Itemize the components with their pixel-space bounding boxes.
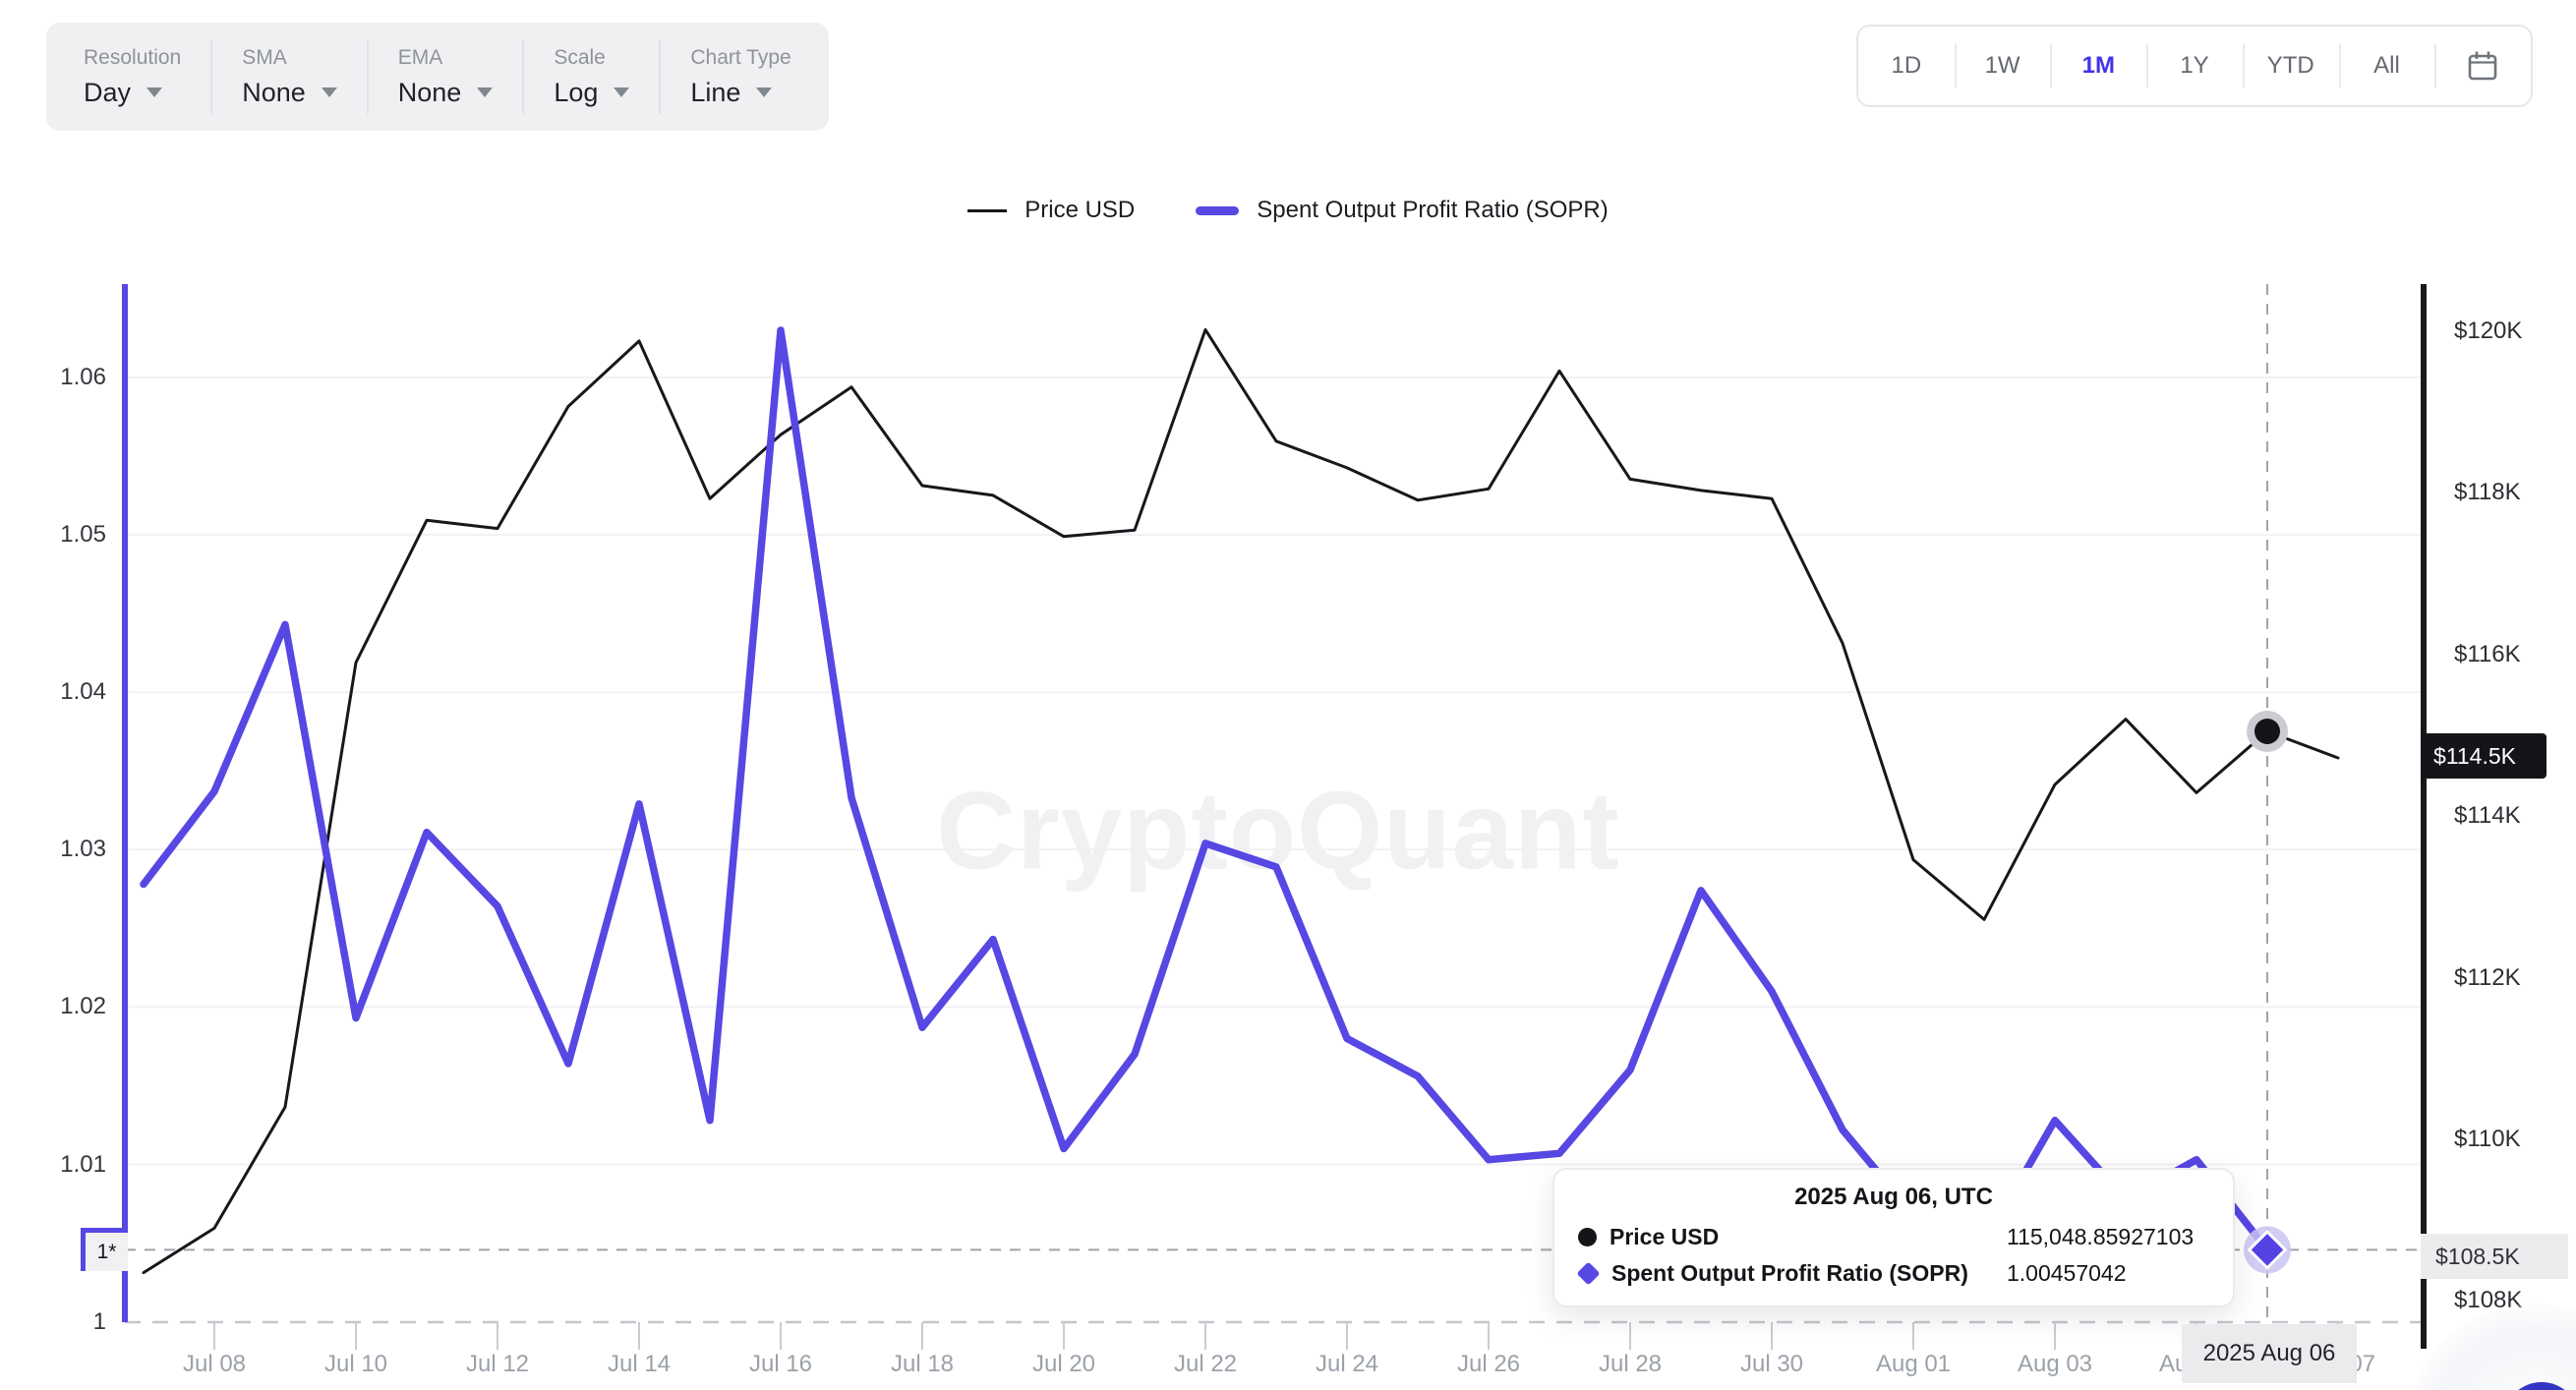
legend-item-price[interactable]: Price USD	[967, 197, 1135, 224]
legend-item-sopr[interactable]: Spent Output Profit Ratio (SOPR)	[1196, 197, 1609, 224]
y-axis-right-tick-label: $120K	[2454, 318, 2523, 344]
resolution-dropdown[interactable]: Resolution Day	[54, 46, 210, 108]
x-axis-tick-label: Jul 12	[465, 1351, 530, 1377]
chevron-down-icon	[477, 87, 494, 97]
ema-value: None	[397, 77, 462, 107]
x-axis-tick-label: Jul 10	[323, 1351, 388, 1377]
y-axis-left-tick-label: 1.04	[60, 678, 106, 706]
x-axis-tick-label: Aug 03	[2017, 1351, 2093, 1377]
legend-sopr-label: Spent Output Profit Ratio (SOPR)	[1257, 197, 1609, 223]
toolbar-divider	[366, 39, 369, 114]
y-axis-left-tick-label: 1	[92, 1307, 106, 1335]
chart-type-value: Line	[690, 77, 741, 107]
tooltip-row-sopr: Spent Output Profit Ratio (SOPR) 1.00457…	[1576, 1255, 2209, 1292]
x-axis-tick-label: Jul 14	[607, 1351, 672, 1377]
x-axis-tick-label: Jul 30	[1739, 1351, 1804, 1377]
sopr-current-value-badge: 1*	[81, 1228, 128, 1271]
sma-label: SMA	[242, 45, 287, 69]
chevron-down-icon	[146, 87, 163, 97]
tooltip-row-price: Price USD 115,048.85927103	[1578, 1219, 2209, 1255]
chevron-down-icon	[321, 87, 337, 97]
y-axis-left-tick-label: 1.03	[60, 836, 106, 863]
tooltip-price-value: 115,048.85927103	[2007, 1224, 2195, 1249]
range-ytd-button[interactable]: YTD	[2242, 27, 2339, 105]
help-button[interactable]	[2503, 1382, 2576, 1390]
x-axis-tick-label: Jul 24	[1315, 1351, 1379, 1377]
chart-settings-toolbar: Resolution Day SMA None EMA None Scale L…	[46, 23, 829, 131]
resolution-value: Day	[84, 77, 132, 107]
tooltip-price-name: Price USD	[1610, 1224, 1720, 1249]
range-1y-button[interactable]: 1Y	[2146, 27, 2243, 105]
x-axis-tick-label: Jul 16	[748, 1351, 813, 1377]
x-axis-tick-label: Jul 26	[1456, 1351, 1521, 1377]
sma-dropdown[interactable]: SMA None	[212, 46, 367, 108]
y-axis-left-tick-label: 1.02	[60, 993, 106, 1020]
scale-value: Log	[554, 77, 599, 107]
scale-label: Scale	[554, 45, 606, 69]
x-axis-tick-label: Jul 20	[1031, 1351, 1096, 1377]
price-line-swatch	[967, 208, 1008, 212]
range-all-button[interactable]: All	[2338, 27, 2435, 105]
legend-price-label: Price USD	[1025, 197, 1136, 223]
y-axis-right-tick-label: $112K	[2454, 963, 2521, 991]
y-axis-right-tick-label: $110K	[2454, 1126, 2521, 1152]
sopr-marker-icon	[1576, 1261, 1601, 1286]
y-axis-left-tick-label: 1.01	[60, 1150, 106, 1178]
y-axis-right-tick-label: $114K	[2454, 802, 2521, 830]
price-current-value-badge: $114.5K	[2421, 733, 2547, 779]
sopr-line-swatch	[1196, 205, 1240, 215]
ema-label: EMA	[397, 45, 443, 69]
range-1d-button[interactable]: 1D	[1891, 52, 1922, 79]
x-axis-tick-label: Aug 01	[1875, 1351, 1952, 1377]
crosshair-date-badge: 2025 Aug 06	[2182, 1324, 2357, 1383]
y-axis-left-tick-label: 1.06	[60, 364, 106, 390]
toolbar-divider	[522, 39, 525, 114]
range-1w-button[interactable]: 1W	[1954, 27, 2051, 105]
chart-legend: Price USD Spent Output Profit Ratio (SOP…	[0, 197, 2576, 224]
chevron-down-icon	[614, 87, 630, 97]
sma-value: None	[242, 77, 306, 107]
chart-type-dropdown[interactable]: Chart Type Line	[661, 46, 820, 108]
ema-dropdown[interactable]: EMA None	[369, 46, 523, 108]
y-axis-right-tick-label: $116K	[2454, 640, 2521, 667]
chart-type-label: Chart Type	[690, 45, 791, 69]
toolbar-divider	[210, 39, 213, 114]
chart-tooltip: 2025 Aug 06, UTC Price USD 115,048.85927…	[1552, 1168, 2235, 1307]
tooltip-title: 2025 Aug 06, UTC	[1794, 1184, 1993, 1210]
price-marker-icon	[1578, 1228, 1597, 1246]
tooltip-sopr-name: Spent Output Profit Ratio (SOPR)	[1611, 1260, 1968, 1286]
time-range-selector: 1D 1W 1M 1Y YTD All	[1856, 25, 2533, 107]
chevron-down-icon	[756, 87, 773, 97]
calendar-button[interactable]	[2434, 27, 2531, 105]
tooltip-sopr-value: 1.00457042	[2007, 1260, 2127, 1286]
y-axis-right-tick-label: $118K	[2454, 479, 2521, 506]
x-axis-tick-label: Jul 28	[1598, 1351, 1663, 1377]
y-axis-left-tick-label: 1.05	[60, 521, 106, 549]
x-axis-tick-label: Jul 22	[1173, 1351, 1238, 1377]
range-1m-button[interactable]: 1M	[2050, 27, 2146, 105]
calendar-icon	[2468, 51, 2497, 81]
x-axis-tick-label: Jul 18	[890, 1351, 955, 1377]
resolution-label: Resolution	[84, 45, 182, 69]
crosshair-price-badge: $108.5K	[2421, 1234, 2568, 1279]
toolbar-divider	[659, 39, 662, 114]
scale-dropdown[interactable]: Scale Log	[524, 46, 659, 108]
x-axis-tick-label: Jul 08	[182, 1351, 247, 1377]
